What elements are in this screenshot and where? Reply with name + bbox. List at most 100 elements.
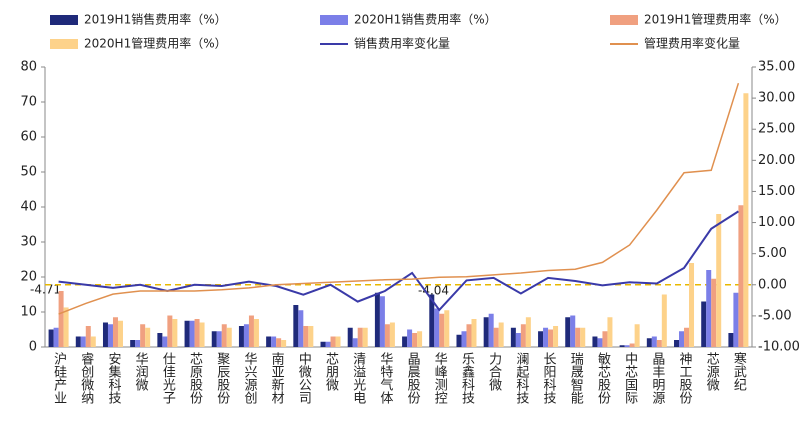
bar bbox=[362, 327, 368, 347]
bar bbox=[298, 310, 304, 347]
y2-tick-label: 15.00 bbox=[758, 184, 795, 199]
bar bbox=[629, 343, 635, 347]
y-tick-label: 60 bbox=[20, 130, 37, 145]
bar bbox=[308, 326, 314, 347]
bar bbox=[515, 333, 521, 347]
bar bbox=[80, 336, 86, 347]
bar bbox=[592, 336, 598, 347]
bar bbox=[706, 270, 712, 347]
bar bbox=[412, 333, 418, 347]
bar bbox=[417, 331, 423, 347]
x-tick-label: 中芯国际 bbox=[622, 352, 638, 405]
bar bbox=[211, 331, 217, 347]
bar bbox=[444, 310, 450, 347]
bar bbox=[602, 331, 608, 347]
bar bbox=[157, 333, 163, 347]
legend-swatch bbox=[610, 15, 638, 25]
bar bbox=[130, 340, 136, 347]
bar bbox=[565, 317, 571, 347]
bar bbox=[646, 338, 652, 347]
bar bbox=[293, 305, 299, 347]
bar bbox=[634, 324, 640, 347]
bar bbox=[216, 331, 222, 347]
bar bbox=[471, 319, 477, 347]
bar bbox=[543, 327, 549, 347]
x-tick-label: 长阳科技 bbox=[541, 352, 557, 404]
bar bbox=[276, 338, 282, 347]
bar bbox=[325, 341, 331, 347]
bar bbox=[389, 322, 395, 347]
bar bbox=[483, 317, 489, 347]
y-tick-label: 30 bbox=[20, 235, 37, 250]
bar bbox=[266, 336, 272, 347]
bar bbox=[75, 336, 81, 347]
x-tick-label: 中微公司 bbox=[296, 352, 312, 404]
bar bbox=[548, 329, 554, 347]
bar bbox=[733, 292, 739, 347]
legend-swatch bbox=[320, 15, 348, 25]
y2-tick-label: -5.00 bbox=[758, 308, 792, 323]
x-tick-label: 澜起科技 bbox=[513, 352, 529, 404]
bar bbox=[243, 324, 249, 347]
bar bbox=[520, 324, 526, 347]
bar bbox=[434, 308, 440, 347]
bar bbox=[661, 294, 667, 347]
legend-label: 2019H1销售费用率（%） bbox=[84, 12, 227, 27]
y2-tick-label: 20.00 bbox=[758, 153, 795, 168]
bar bbox=[498, 322, 504, 347]
bar bbox=[102, 322, 108, 347]
bar bbox=[716, 214, 722, 347]
bar bbox=[303, 326, 309, 347]
bar bbox=[461, 331, 467, 347]
bar bbox=[172, 319, 178, 347]
legend-label: 2020H1销售费用率（%） bbox=[354, 12, 497, 27]
bar bbox=[140, 324, 146, 347]
bar bbox=[674, 340, 680, 347]
bar bbox=[145, 327, 151, 347]
bar bbox=[553, 326, 559, 347]
bar bbox=[679, 331, 685, 347]
bar bbox=[743, 93, 749, 347]
y2-tick-label: 10.00 bbox=[758, 215, 795, 230]
bar bbox=[607, 317, 613, 347]
bar bbox=[117, 320, 123, 347]
bar bbox=[238, 326, 244, 347]
legend-swatch bbox=[50, 39, 78, 49]
y2-tick-label: 5.00 bbox=[758, 246, 787, 261]
bar bbox=[58, 291, 64, 347]
y2-tick-label: 0.00 bbox=[758, 277, 787, 292]
legend-label: 2019H1管理费用率（%） bbox=[644, 12, 787, 27]
y-tick-label: 50 bbox=[20, 165, 37, 180]
bar bbox=[580, 327, 586, 347]
x-tick-label: 沪硅产业 bbox=[51, 351, 67, 404]
bar bbox=[384, 324, 390, 347]
bar bbox=[525, 317, 531, 347]
bar bbox=[347, 327, 353, 347]
bar bbox=[439, 313, 445, 347]
legend-label: 2020H1管理费用率（%） bbox=[84, 36, 227, 51]
x-tick-label: 力合微 bbox=[486, 352, 502, 391]
bar bbox=[701, 301, 707, 347]
annotation: -4.71 bbox=[30, 283, 61, 297]
bar bbox=[90, 336, 96, 347]
bar bbox=[167, 315, 173, 347]
bar bbox=[135, 340, 141, 347]
bar bbox=[107, 324, 113, 347]
x-tick-label: 芯朋微 bbox=[323, 352, 339, 391]
bar bbox=[570, 315, 576, 347]
bar bbox=[248, 315, 254, 347]
bar bbox=[407, 329, 413, 347]
bar bbox=[199, 322, 205, 347]
bar bbox=[271, 336, 277, 347]
legend-label: 销售费用率变化量 bbox=[354, 36, 450, 51]
bar bbox=[189, 320, 195, 347]
x-tick-label: 清溢光电 bbox=[350, 352, 366, 404]
x-tick-label: 晶丰明源 bbox=[649, 352, 665, 404]
bar bbox=[162, 336, 168, 347]
bar bbox=[184, 320, 190, 347]
x-tick-label: 敏芯股份 bbox=[595, 352, 611, 404]
bar bbox=[684, 327, 690, 347]
bar bbox=[226, 327, 232, 347]
bar bbox=[357, 327, 363, 347]
x-tick-label: 华特气体 bbox=[377, 352, 393, 404]
